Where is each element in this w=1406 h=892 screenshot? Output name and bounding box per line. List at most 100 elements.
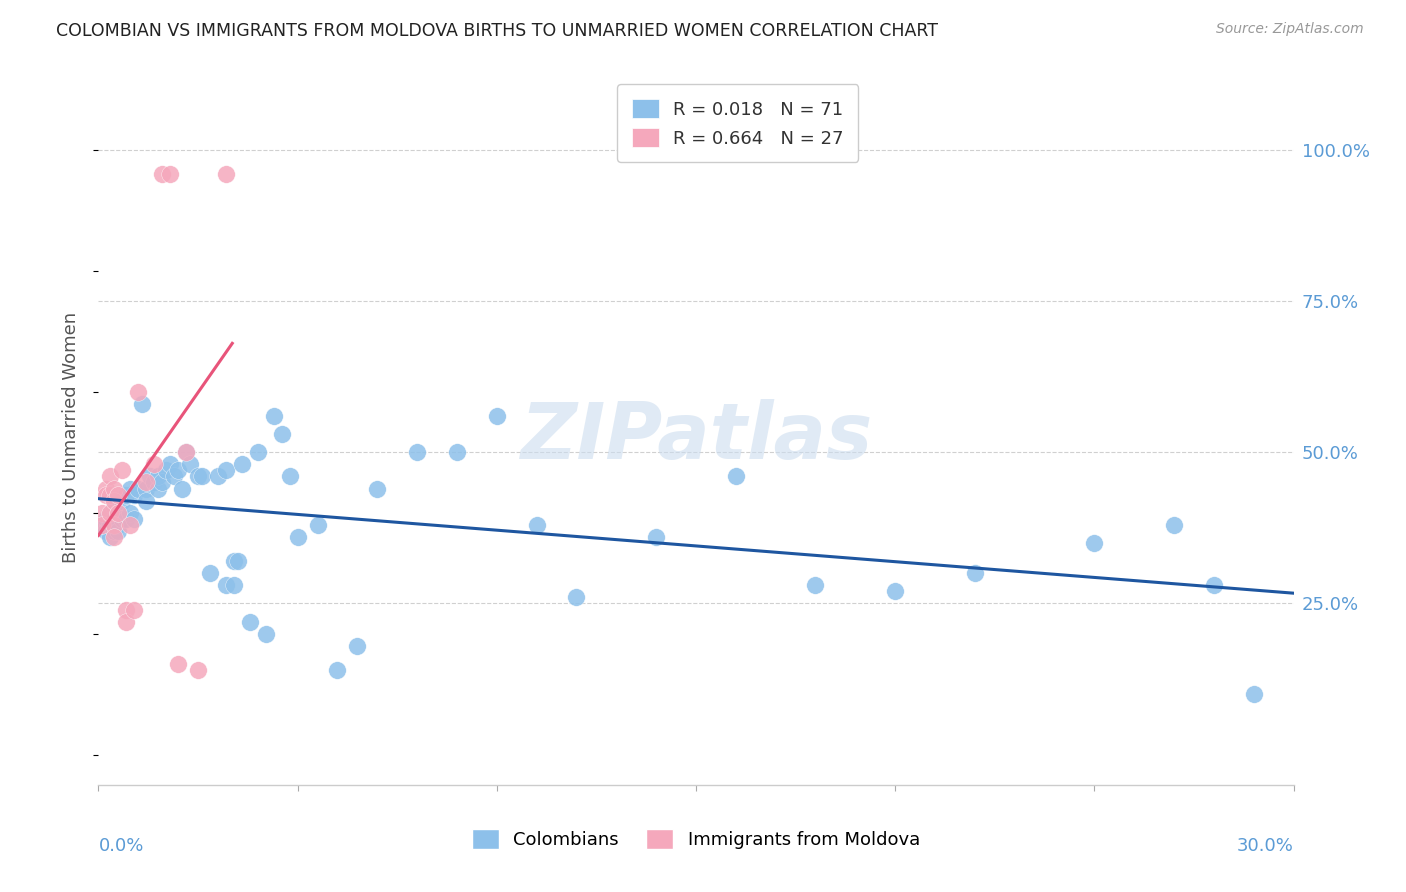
Point <box>187 469 209 483</box>
Point <box>131 397 153 411</box>
Point <box>167 657 190 671</box>
Point <box>96 487 118 501</box>
Point <box>804 578 827 592</box>
Point <box>98 469 122 483</box>
Point <box>127 384 149 399</box>
Point <box>115 615 138 629</box>
Point <box>287 530 309 544</box>
Point <box>98 506 122 520</box>
Legend: Colombians, Immigrants from Moldova: Colombians, Immigrants from Moldova <box>465 822 927 856</box>
Point <box>107 517 129 532</box>
Point <box>215 167 238 181</box>
Point <box>143 458 166 472</box>
Point <box>115 512 138 526</box>
Point <box>111 512 134 526</box>
Point <box>446 445 468 459</box>
Point <box>103 512 125 526</box>
Point <box>307 517 329 532</box>
Point <box>139 469 162 483</box>
Point <box>963 566 986 581</box>
Point <box>103 524 125 538</box>
Point <box>231 458 253 472</box>
Point <box>526 517 548 532</box>
Point <box>263 409 285 423</box>
Point <box>96 524 118 538</box>
Point <box>366 482 388 496</box>
Point <box>135 475 157 490</box>
Point <box>103 500 125 514</box>
Point <box>115 487 138 501</box>
Point <box>91 517 114 532</box>
Point <box>103 517 125 532</box>
Point <box>159 167 181 181</box>
Point <box>326 663 349 677</box>
Point <box>120 517 142 532</box>
Point <box>191 469 214 483</box>
Point <box>278 469 301 483</box>
Point <box>163 469 186 483</box>
Point <box>91 506 114 520</box>
Point <box>150 167 173 181</box>
Point <box>148 469 170 483</box>
Point <box>1202 578 1225 592</box>
Point <box>107 506 129 520</box>
Point <box>150 475 173 490</box>
Text: COLOMBIAN VS IMMIGRANTS FROM MOLDOVA BIRTHS TO UNMARRIED WOMEN CORRELATION CHART: COLOMBIAN VS IMMIGRANTS FROM MOLDOVA BIR… <box>56 22 938 40</box>
Point <box>346 639 368 653</box>
Point <box>1083 536 1105 550</box>
Point <box>148 482 170 496</box>
Point <box>120 506 142 520</box>
Point <box>198 566 221 581</box>
Point <box>246 445 269 459</box>
Y-axis label: Births to Unmarried Women: Births to Unmarried Women <box>62 311 80 563</box>
Point <box>98 517 122 532</box>
Point <box>103 493 125 508</box>
Point <box>179 458 201 472</box>
Point <box>724 469 747 483</box>
Point <box>96 482 118 496</box>
Point <box>98 487 122 501</box>
Point <box>111 493 134 508</box>
Point <box>226 554 249 568</box>
Point <box>155 463 177 477</box>
Point <box>254 626 277 640</box>
Point <box>91 517 114 532</box>
Point <box>111 463 134 477</box>
Point <box>406 445 429 459</box>
Point <box>103 482 125 496</box>
Point <box>174 445 197 459</box>
Point <box>270 427 292 442</box>
Point <box>124 512 146 526</box>
Point <box>565 591 588 605</box>
Point <box>159 458 181 472</box>
Point <box>124 602 146 616</box>
Point <box>107 487 129 501</box>
Point <box>215 463 238 477</box>
Point <box>222 578 245 592</box>
Point <box>115 602 138 616</box>
Point <box>172 482 194 496</box>
Point <box>485 409 508 423</box>
Point <box>96 512 118 526</box>
Text: 0.0%: 0.0% <box>98 837 143 855</box>
Point <box>107 506 129 520</box>
Point <box>107 524 129 538</box>
Point <box>143 475 166 490</box>
Point <box>222 554 245 568</box>
Point <box>645 530 668 544</box>
Point <box>98 506 122 520</box>
Point <box>103 530 125 544</box>
Point <box>127 482 149 496</box>
Text: ZIPatlas: ZIPatlas <box>520 399 872 475</box>
Point <box>135 482 157 496</box>
Text: Source: ZipAtlas.com: Source: ZipAtlas.com <box>1216 22 1364 37</box>
Point <box>135 493 157 508</box>
Point <box>124 487 146 501</box>
Point <box>1163 517 1185 532</box>
Text: 30.0%: 30.0% <box>1237 837 1294 855</box>
Point <box>187 663 209 677</box>
Point <box>98 530 122 544</box>
Point <box>884 584 907 599</box>
Point <box>120 482 142 496</box>
Point <box>239 615 262 629</box>
